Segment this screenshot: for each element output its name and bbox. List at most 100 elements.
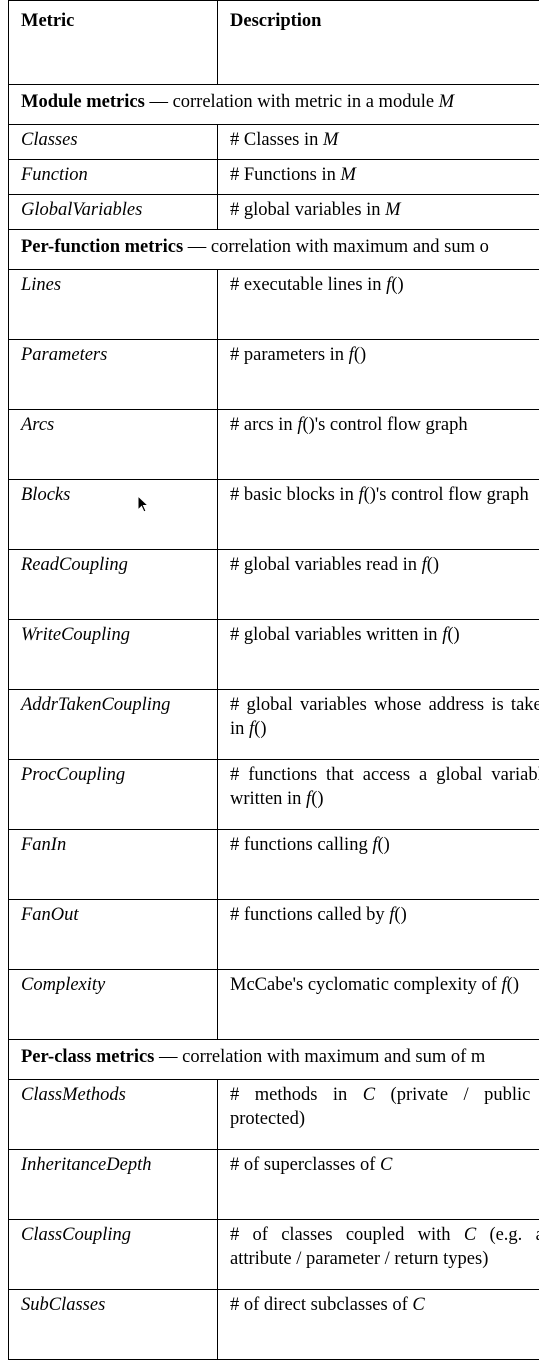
metric-name-cell: ReadCoupling	[8, 549, 218, 620]
table-row: WriteCoupling # global variables written …	[8, 619, 539, 690]
section-title: Per-class metrics — correlation with max…	[8, 1039, 539, 1080]
table-row: AddrTakenCoupling # global variables whos…	[8, 689, 539, 760]
metric-name-cell: ClassMethods	[8, 1079, 218, 1150]
description-text: # of superclasses of	[230, 1155, 381, 1175]
metric-description-cell: # Classes in M	[217, 124, 539, 160]
metrics-table: Metric Description Module metrics — corr…	[8, 0, 539, 1360]
description-text: (private / public / protected)	[230, 1085, 539, 1129]
section-title-rest: — correlation with maximum and sum o	[183, 237, 489, 257]
description-text: # global variables whose address is take…	[230, 695, 539, 739]
description-variable: f	[297, 415, 303, 435]
section-title: Module metrics — correlation with metric…	[8, 84, 539, 125]
metric-name-cell: WriteCoupling	[8, 619, 218, 690]
description-text: ()'s control flow graph	[302, 415, 468, 435]
metric-name-cell: Function	[8, 159, 218, 195]
metric-name-cell: Lines	[8, 269, 218, 340]
metric-description-cell: # functions called by f()	[217, 899, 539, 970]
description-variable: f	[249, 719, 255, 739]
description-text: # executable lines in	[230, 275, 387, 295]
metric-description-cell: # global variables in M	[217, 194, 539, 230]
metric-description-cell: # global variables read in f()	[217, 549, 539, 620]
metric-name-cell: SubClasses	[8, 1289, 218, 1360]
metric-description-cell: # functions calling f()	[217, 829, 539, 900]
metric-description-cell: # Functions in M	[217, 159, 539, 195]
description-text: # Functions in	[230, 165, 341, 185]
description-variable: f	[442, 625, 448, 645]
mouse-pointer-icon	[137, 495, 150, 513]
metric-description-cell: # of direct subclasses of C	[217, 1289, 539, 1360]
table-row: ProcCoupling # functions that access a gl…	[8, 759, 539, 830]
section-title: Per-function metrics — correlation with …	[8, 229, 539, 270]
metric-name-cell: FanOut	[8, 899, 218, 970]
description-variable: f	[421, 555, 427, 575]
metric-name-cell: Parameters	[8, 339, 218, 410]
metric-name-cell: AddrTakenCoupling	[8, 689, 218, 760]
table-row: GlobalVariables # global variables in M	[8, 194, 539, 230]
description-text: # functions called by	[230, 905, 390, 925]
table-row: FanIn # functions calling f()	[8, 829, 539, 900]
section-title-rest: — correlation with maximum and sum of m	[154, 1047, 486, 1067]
description-text: # functions that access a global variabl…	[230, 765, 539, 809]
table-row: ClassMethods # methods in C (private / pu…	[8, 1079, 539, 1150]
description-variable: f	[386, 275, 392, 295]
section-header-row: Per-class metrics — correlation with max…	[8, 1039, 539, 1080]
description-text: # functions calling	[230, 835, 373, 855]
description-text: McCabe's cyclomatic complexity of	[230, 975, 502, 995]
description-text: ()	[426, 555, 440, 575]
metric-name-cell: GlobalVariables	[8, 194, 218, 230]
description-text: ()	[394, 905, 407, 925]
table-row: Lines # executable lines in f()	[8, 269, 539, 340]
description-variable: f	[358, 485, 364, 505]
metric-description-cell: # global variables written in f()	[217, 619, 539, 690]
section-header-row: Module metrics — correlation with metric…	[8, 84, 539, 125]
description-variable: f	[389, 905, 395, 925]
metric-description-cell: # of superclasses of C	[217, 1149, 539, 1220]
table-row: SubClasses # of direct subclasses of C	[8, 1289, 539, 1360]
description-text: ()	[311, 789, 324, 809]
description-text: ()'s control flow graph	[363, 485, 529, 505]
section-title-bold: Module metrics	[21, 92, 145, 112]
metric-description-cell: # basic blocks in f()'s control flow gra…	[217, 479, 539, 550]
description-variable: C	[463, 1225, 477, 1245]
description-text: # basic blocks in	[230, 485, 359, 505]
table-row: FanOut # functions called by f()	[8, 899, 539, 970]
metric-name-cell: Classes	[8, 124, 218, 160]
table-row: ReadCoupling # global variables read in f…	[8, 549, 539, 620]
description-variable: C	[380, 1155, 393, 1175]
metric-description-cell: McCabe's cyclomatic complexity of f()	[217, 969, 539, 1040]
metric-name-cell: ClassCoupling	[8, 1219, 218, 1290]
metric-description-cell: # methods in C (private / public / prote…	[217, 1079, 539, 1150]
metric-name-cell: Blocks	[8, 479, 218, 550]
header-description: Description	[217, 0, 539, 85]
metric-name-cell: ProcCoupling	[8, 759, 218, 830]
section-title-bold: Per-function metrics	[21, 237, 184, 257]
description-variable: f	[501, 975, 507, 995]
metric-description-cell: # global variables whose address is take…	[217, 689, 539, 760]
description-text: (e.g. as attribute / parameter / return …	[230, 1225, 539, 1269]
description-text: ()	[377, 835, 390, 855]
description-text: ()	[353, 345, 367, 365]
description-variable: C	[362, 1085, 376, 1105]
description-text: ()	[506, 975, 519, 995]
metric-description-cell: # of classes coupled with C (e.g. as att…	[217, 1219, 539, 1290]
table-row: ClassCoupling # of classes coupled with C…	[8, 1219, 539, 1290]
section-title-variable: M	[438, 92, 455, 112]
metric-name-cell: Complexity	[8, 969, 218, 1040]
table-row: Classes # Classes in M	[8, 124, 539, 160]
section-title-bold: Per-class metrics	[21, 1047, 155, 1067]
metric-description-cell: # arcs in f()'s control flow graph	[217, 409, 539, 480]
description-variable: f	[306, 789, 312, 809]
description-variable: f	[348, 345, 354, 365]
description-text: # global variables in	[230, 200, 386, 220]
description-text: # Classes in	[230, 130, 324, 150]
description-variable: M	[385, 200, 401, 220]
description-text: # methods in	[230, 1085, 363, 1105]
header-row: Metric Description	[8, 0, 539, 85]
description-variable: M	[323, 130, 339, 150]
table-row: Complexity McCabe's cyclomatic complexity…	[8, 969, 539, 1040]
metric-name-cell: InheritanceDepth	[8, 1149, 218, 1220]
description-text: # parameters in	[230, 345, 349, 365]
description-text: # global variables written in	[230, 625, 443, 645]
metric-description-cell: # parameters in f()	[217, 339, 539, 410]
description-text: # of classes coupled with	[230, 1225, 464, 1245]
